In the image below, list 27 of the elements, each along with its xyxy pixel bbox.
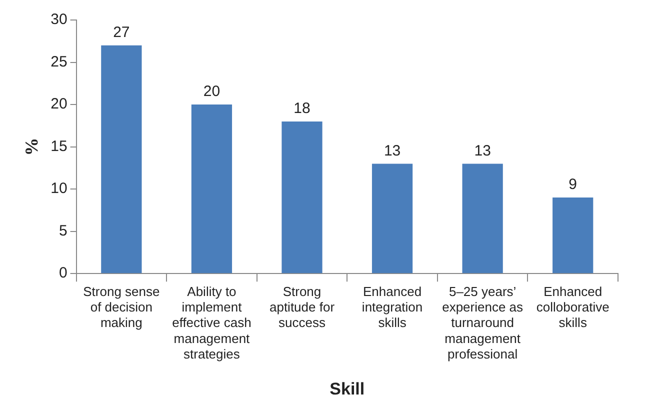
- x-tick-label: Ability to implement effective cash management strategies: [172, 284, 252, 362]
- x-axis-title: Skill: [330, 379, 365, 398]
- y-tick-label: 5: [58, 222, 68, 240]
- x-tick-label: Enhanced integration skills: [362, 284, 423, 330]
- y-tick-label: 0: [58, 264, 68, 282]
- y-tick-label: 15: [50, 138, 68, 155]
- data-label: 13: [474, 142, 491, 160]
- x-tick-label: Strong sense of decision making: [83, 284, 160, 330]
- y-tick-label: 20: [50, 96, 68, 113]
- data-label: 27: [113, 24, 130, 41]
- y-axis-title: %: [21, 138, 42, 156]
- bar: [552, 198, 594, 274]
- data-label: 18: [294, 100, 310, 118]
- y-tick-label: 30: [50, 11, 68, 28]
- data-label: 9: [568, 176, 578, 194]
- bar: [101, 45, 142, 274]
- x-tick-label: 5–25 years’ experience as turnaround management professional: [442, 284, 524, 362]
- bar: [282, 121, 322, 274]
- data-label: 13: [384, 142, 401, 160]
- bar: [191, 104, 232, 274]
- bar: [462, 164, 503, 274]
- y-tick-label: 25: [50, 53, 68, 70]
- bar: [372, 164, 413, 274]
- y-tick-label: 10: [50, 180, 68, 198]
- data-label: 20: [203, 83, 220, 100]
- x-tick-label: Strong aptitude for success: [269, 284, 336, 330]
- x-tick-label: Enhanced colloborative skills: [536, 284, 610, 330]
